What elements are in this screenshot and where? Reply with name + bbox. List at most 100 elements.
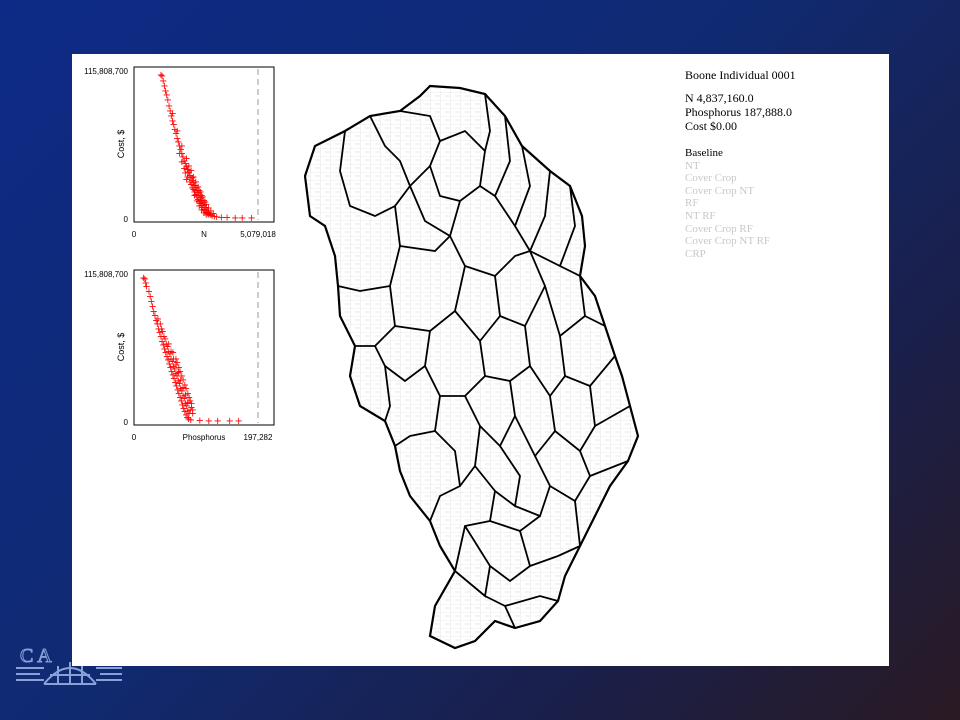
data-point: + xyxy=(167,346,175,357)
data-point: + xyxy=(176,375,184,386)
data-point: + xyxy=(163,90,171,101)
data-point: + xyxy=(162,339,170,350)
data-point: + xyxy=(176,145,184,156)
data-point: + xyxy=(187,402,195,413)
data-point: + xyxy=(193,192,201,203)
data-point: + xyxy=(163,341,171,352)
data-point: + xyxy=(197,201,205,212)
data-point: + xyxy=(189,172,197,183)
data-point: + xyxy=(158,71,166,82)
cost-vs-n-chart: ++++++++++++++++++++++++++++++++++++++++… xyxy=(84,66,276,239)
data-point: + xyxy=(199,198,207,209)
data-point: + xyxy=(175,363,183,374)
scenario-cover-crop-nt: Cover Crop NT xyxy=(685,184,755,197)
data-point: + xyxy=(159,326,167,337)
data-point: + xyxy=(172,128,180,139)
y-tick-min-label: 0 xyxy=(124,215,129,224)
data-point: + xyxy=(166,363,174,374)
data-point: + xyxy=(172,369,180,380)
data-point: + xyxy=(169,120,177,131)
data-point: + xyxy=(165,101,173,112)
data-point: + xyxy=(197,191,205,202)
data-point: + xyxy=(175,389,183,400)
data-point: + xyxy=(197,196,205,207)
x-tick-max-label: 197,282 xyxy=(244,433,273,442)
data-point: + xyxy=(142,282,150,293)
data-point: + xyxy=(160,331,168,342)
data-point: + xyxy=(182,401,190,412)
data-point: + xyxy=(166,106,174,117)
data-point: + xyxy=(173,385,181,396)
data-point: + xyxy=(161,334,169,345)
data-point: + xyxy=(173,358,181,369)
data-point: + xyxy=(148,302,156,313)
data-point: + xyxy=(186,171,194,182)
data-point: + xyxy=(145,287,153,298)
logo-letters: C A xyxy=(20,645,52,667)
data-point: + xyxy=(206,209,214,220)
data-point: + xyxy=(182,153,190,164)
data-point: + xyxy=(180,163,188,174)
data-point: + xyxy=(196,416,204,427)
data-point: + xyxy=(139,273,147,284)
data-point: + xyxy=(210,212,218,223)
data-point: + xyxy=(194,194,202,205)
x-axis-label: N xyxy=(201,230,207,239)
data-point: + xyxy=(160,344,168,355)
organization-logo: C A xyxy=(16,645,122,685)
data-point: + xyxy=(151,310,159,321)
data-point: + xyxy=(146,292,154,303)
scenario-cover-crop-rf: Cover Crop RF xyxy=(685,222,753,235)
data-point: + xyxy=(183,165,191,176)
watershed-outer-boundary xyxy=(303,84,640,650)
data-point: + xyxy=(171,377,179,388)
data-point: + xyxy=(181,158,189,169)
data-point: + xyxy=(188,405,196,416)
data-point: + xyxy=(141,274,149,285)
data-point: + xyxy=(193,186,201,197)
data-point: + xyxy=(184,397,192,408)
data-point: + xyxy=(176,366,184,377)
data-point: + xyxy=(201,197,209,208)
x-tick-min-label: 0 xyxy=(132,230,137,239)
data-point: + xyxy=(194,188,202,199)
data-point: + xyxy=(188,409,196,420)
data-point: + xyxy=(186,177,194,188)
data-point: + xyxy=(185,167,193,178)
data-point: + xyxy=(168,116,176,127)
scenario-cover-crop: Cover Crop xyxy=(685,172,737,185)
scenario-nt: NT xyxy=(685,159,700,172)
stat-phosphorus-value: 187,888.0 xyxy=(744,105,793,119)
data-point: + xyxy=(168,109,176,120)
data-point: + xyxy=(203,209,211,220)
data-point: + xyxy=(179,391,187,402)
data-point: + xyxy=(196,193,204,204)
data-point: + xyxy=(182,384,190,395)
data-point: + xyxy=(185,168,193,179)
info-panel: Boone Individual 0001 N 4,837,160.0 Phos… xyxy=(685,68,885,260)
stat-n-label: N xyxy=(685,91,694,105)
data-point: + xyxy=(183,412,191,423)
stat-n: N 4,837,160.0 xyxy=(685,91,885,105)
data-point: + xyxy=(234,416,242,427)
scenario-nt-rf: NT RF xyxy=(685,209,716,222)
data-point: + xyxy=(147,297,155,308)
data-point: + xyxy=(200,208,208,219)
data-point: + xyxy=(201,202,209,213)
data-point: + xyxy=(202,204,210,215)
data-point: + xyxy=(178,141,186,152)
data-point: + xyxy=(187,166,195,177)
data-point: + xyxy=(205,416,213,427)
data-point: + xyxy=(157,324,165,335)
data-point: + xyxy=(187,399,195,410)
data-point: + xyxy=(180,156,188,167)
y-tick-max-label: 115,808,700 xyxy=(84,270,128,279)
data-point: + xyxy=(195,191,203,202)
data-point: + xyxy=(153,319,161,330)
data-point: + xyxy=(167,111,175,122)
data-point: + xyxy=(154,314,162,325)
x-axis-label: Phosphorus xyxy=(183,433,226,442)
data-point: + xyxy=(185,409,193,420)
data-point: + xyxy=(185,392,193,403)
data-point: + xyxy=(162,348,170,359)
